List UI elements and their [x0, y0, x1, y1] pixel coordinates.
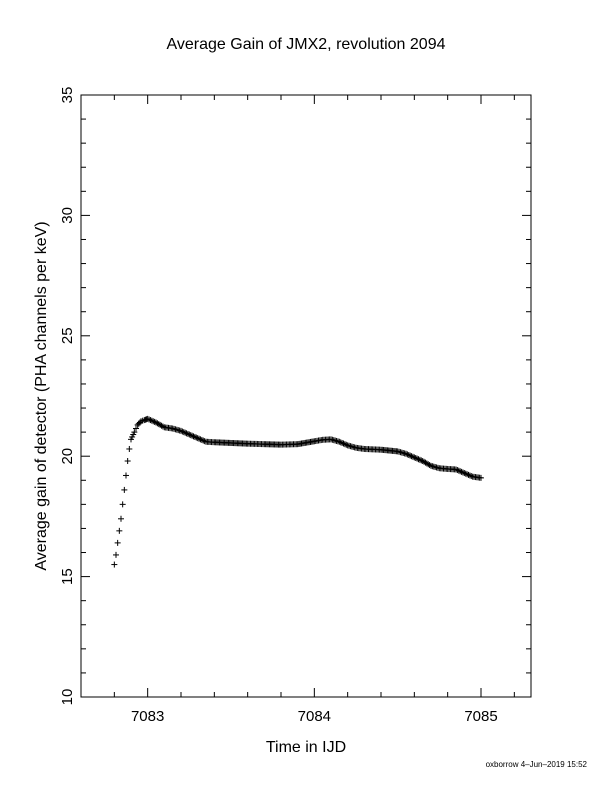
- data-point: [418, 457, 425, 464]
- data-point: [478, 474, 484, 481]
- data-point: [111, 561, 118, 568]
- data-point: [407, 452, 414, 459]
- data-point: [462, 470, 469, 477]
- data-point: [159, 423, 166, 430]
- data-point: [178, 427, 184, 434]
- data-point: [457, 468, 464, 475]
- x-tick-label: 7085: [464, 708, 497, 725]
- data-point: [336, 438, 343, 445]
- data-point: [411, 454, 418, 461]
- footer-stamp: oxborrow 4–Jun–2019 15:52: [485, 760, 587, 769]
- data-point: [455, 467, 462, 474]
- y-tick-label: 35: [59, 87, 76, 104]
- data-point: [339, 439, 346, 446]
- data-point: [183, 430, 190, 437]
- data-point: [341, 441, 348, 448]
- data-point: [133, 425, 139, 432]
- data-point: [453, 466, 459, 473]
- data-point: [454, 467, 461, 474]
- data-point: [464, 471, 471, 478]
- data-point: [113, 551, 119, 558]
- data-point: [412, 455, 419, 462]
- data-point: [404, 451, 411, 458]
- data-point: [193, 434, 200, 441]
- y-tick-label: 10: [59, 689, 76, 706]
- data-point: [147, 417, 154, 424]
- chart-title: Average Gain of JMX2, revolution 2094: [166, 36, 446, 53]
- data-point: [148, 417, 155, 424]
- data-point: [458, 468, 465, 475]
- plot-frame: [80, 94, 532, 698]
- data-point: [461, 470, 468, 477]
- y-tick-label: 20: [59, 448, 76, 465]
- data-point: [405, 451, 412, 458]
- data-point: [468, 473, 475, 480]
- data-point: [116, 527, 123, 534]
- data-point: [403, 450, 409, 457]
- data-point: [121, 486, 128, 493]
- data-point: [119, 501, 126, 508]
- data-point: [126, 445, 133, 452]
- data-point: [150, 418, 157, 425]
- data-point: [182, 429, 189, 436]
- y-tick-label: 15: [59, 568, 76, 585]
- data-point: [186, 431, 193, 438]
- data-point: [343, 441, 350, 448]
- axis-ticks: 10 15 20 25 30 35 7083 7084 7085: [59, 87, 531, 725]
- data-point: [337, 439, 344, 446]
- data-point: [196, 435, 203, 442]
- x-tick-label: 7083: [131, 708, 164, 725]
- y-axis-label-text: Average gain of detector (PHA channels p…: [33, 221, 50, 571]
- x-axis-label: Time in IJD: [265, 739, 347, 756]
- data-point: [426, 462, 433, 469]
- data-point: [187, 432, 194, 439]
- data-point: [184, 430, 191, 437]
- data-points: [111, 415, 484, 568]
- data-point: [118, 515, 124, 522]
- data-point: [179, 428, 186, 435]
- data-point: [409, 453, 416, 460]
- data-point: [194, 435, 201, 442]
- data-point: [459, 469, 466, 476]
- data-point: [131, 429, 138, 436]
- data-point: [114, 539, 121, 546]
- y-tick-label: 25: [59, 327, 76, 344]
- x-tick-label: 7084: [298, 708, 331, 725]
- data-point: [124, 458, 131, 465]
- data-point: [198, 436, 205, 443]
- data-point: [466, 472, 473, 479]
- data-point: [191, 433, 198, 440]
- data-point: [465, 471, 472, 478]
- y-tick-label: 30: [59, 207, 76, 224]
- data-point: [189, 432, 196, 439]
- data-point: [201, 438, 208, 445]
- data-point: [190, 433, 197, 440]
- data-point: [340, 440, 347, 447]
- data-point: [144, 415, 151, 422]
- data-point: [415, 456, 422, 463]
- data-point: [200, 437, 207, 444]
- data-point: [197, 436, 204, 443]
- data-point: [408, 453, 415, 460]
- data-point: [146, 416, 153, 423]
- data-point: [123, 472, 129, 479]
- data-point: [416, 456, 423, 463]
- data-point: [180, 429, 187, 436]
- data-point: [151, 418, 158, 425]
- data-point: [414, 455, 421, 462]
